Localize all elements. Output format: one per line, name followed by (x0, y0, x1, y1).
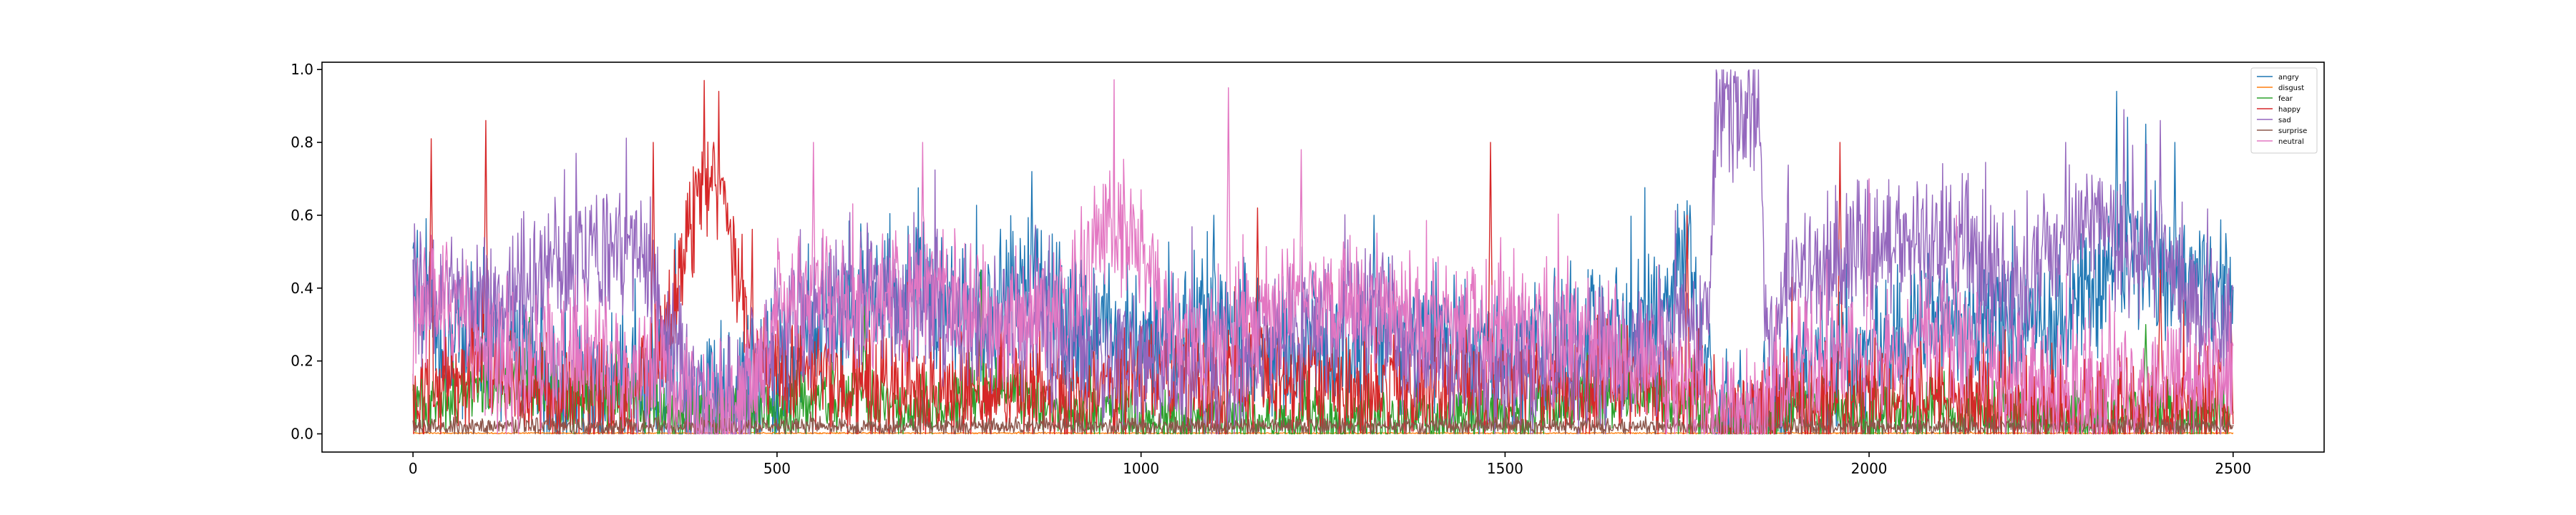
legend-label-disgust: disgust (2278, 84, 2304, 92)
y-tick-label: 0.4 (291, 280, 313, 297)
legend: angry disgust fear happy sad surprise neutral (2250, 67, 2318, 154)
y-tick-label: 0.8 (291, 134, 313, 151)
legend-label-fear: fear (2278, 95, 2293, 103)
y-tick-label: 0.0 (291, 426, 313, 443)
y-tick-label: 0.6 (291, 207, 313, 224)
x-tick-label: 500 (763, 460, 791, 477)
plot-lines (412, 69, 2234, 435)
legend-box (2250, 67, 2318, 154)
legend-label-surprise: surprise (2278, 127, 2307, 135)
plot-frame (321, 62, 2325, 453)
legend-label-sad: sad (2278, 117, 2291, 124)
x-tick-label: 2500 (2215, 460, 2251, 477)
legend-label-neutral: neutral (2278, 138, 2304, 146)
legend-label-happy: happy (2278, 106, 2301, 114)
y-tick-label: 0.2 (291, 353, 313, 370)
x-tick-label: 1500 (1487, 460, 1523, 477)
x-axis: 0 500 1000 1500 2000 2500 (409, 452, 2251, 477)
y-axis: 0.0 0.2 0.4 0.6 0.8 1.0 (291, 61, 322, 443)
legend-label-angry: angry (2278, 74, 2299, 82)
series-line-neutral (412, 79, 2234, 435)
x-tick-label: 1000 (1123, 460, 1159, 477)
x-tick-label: 2000 (1851, 460, 1888, 477)
x-tick-label: 0 (409, 460, 418, 477)
y-tick-label: 1.0 (291, 61, 313, 78)
